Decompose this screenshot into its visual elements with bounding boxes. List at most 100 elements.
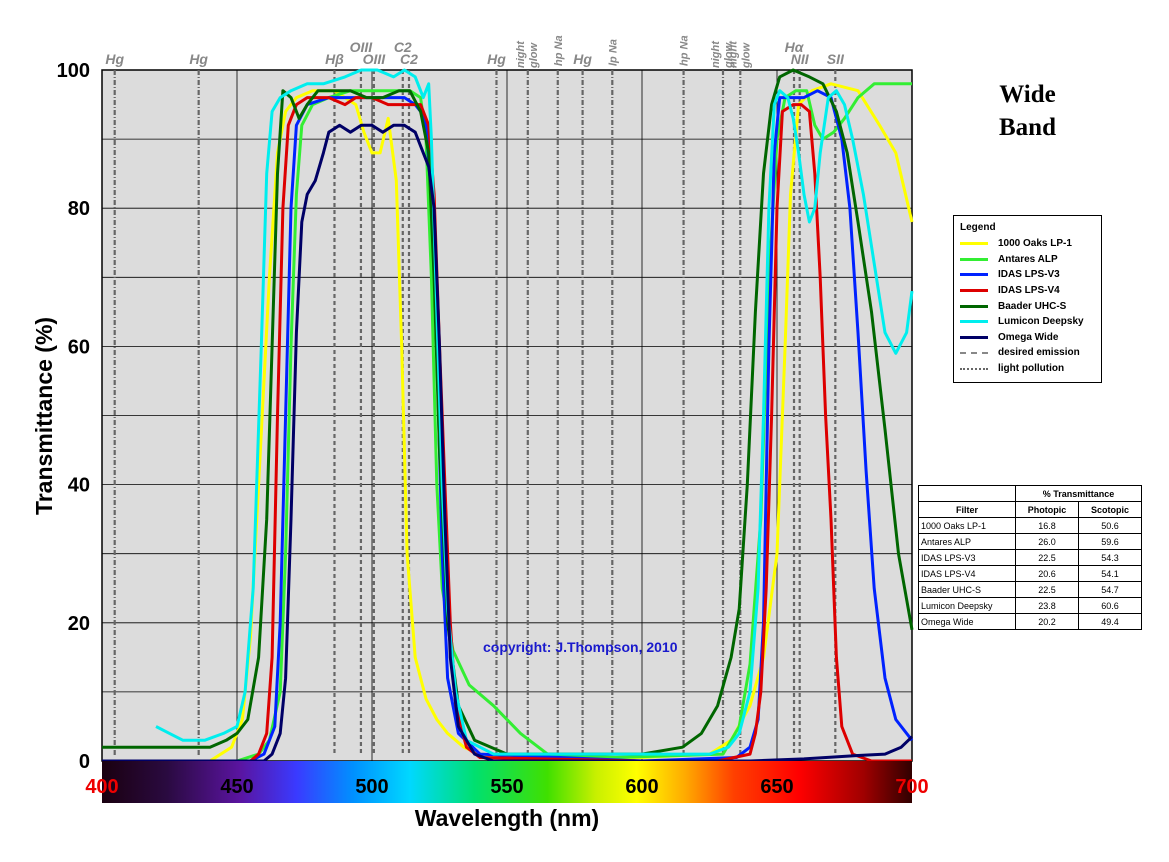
emission-label: lp Na bbox=[607, 39, 619, 66]
y-axis-label: Transmittance (%) bbox=[31, 317, 57, 515]
legend-swatch bbox=[960, 242, 988, 246]
emission-label: OIII bbox=[350, 39, 374, 55]
x-tick-label: 700 bbox=[895, 776, 928, 798]
y-tick-label: 100 bbox=[57, 60, 90, 82]
transmittance-table: % Transmittance Filter Photopic Scotopic… bbox=[918, 485, 1142, 630]
copyright-note: copyright: J.Thompson, 2010 bbox=[483, 639, 678, 655]
title-line-1: Wide bbox=[999, 81, 1056, 108]
legend-swatch-dashed bbox=[960, 351, 988, 354]
table-group-header: % Transmittance bbox=[1015, 485, 1142, 502]
table-cell-photopic: 20.2 bbox=[1015, 613, 1079, 630]
x-tick-label: 600 bbox=[625, 776, 658, 798]
series-line-antares-alp bbox=[102, 82, 912, 763]
table-row: IDAS LPS-V3 22.5 54.3 bbox=[918, 549, 1142, 566]
emission-label: Hg bbox=[487, 51, 506, 67]
legend-label: light pollution bbox=[998, 363, 1065, 375]
legend-swatch bbox=[960, 257, 988, 261]
table-cell-photopic: 20.6 bbox=[1015, 565, 1079, 582]
emission-label: NII bbox=[791, 51, 810, 67]
emission-label: Hα bbox=[785, 39, 805, 55]
table-cell-filter: IDAS LPS-V4 bbox=[918, 565, 1016, 582]
table-cell-scotopic: 54.3 bbox=[1078, 549, 1142, 566]
table-header-scotopic: Scotopic bbox=[1078, 501, 1142, 518]
table-cell-filter: Omega Wide bbox=[918, 613, 1016, 630]
legend-label: Lumicon Deepsky bbox=[998, 316, 1084, 328]
table-cell-filter: Lumicon Deepsky bbox=[918, 597, 1016, 614]
emission-label: Hg bbox=[573, 51, 592, 67]
legend-swatch bbox=[960, 304, 988, 308]
emission-label: hp Na bbox=[553, 35, 565, 66]
y-tick-labels: 0 20 40 60 80 100 bbox=[57, 60, 90, 773]
table-header-filter: Filter bbox=[918, 501, 1016, 518]
legend-item-desired-emission: desired emission bbox=[960, 345, 1101, 361]
table-cell-filter: IDAS LPS-V3 bbox=[918, 549, 1016, 566]
y-tick-label: 0 bbox=[79, 751, 90, 773]
legend-item: Lumicon Deepsky bbox=[960, 314, 1101, 330]
legend: Legend 1000 Oaks LP-1 Antares ALP IDAS LPS… bbox=[953, 215, 1102, 383]
legend-label: IDAS LPS-V3 bbox=[998, 269, 1060, 281]
table-cell-scotopic: 54.1 bbox=[1078, 565, 1142, 582]
emission-label: night bbox=[727, 40, 739, 68]
title-line-2: Band bbox=[999, 114, 1056, 141]
legend-label: Omega Wide bbox=[998, 331, 1059, 343]
emission-label: C2 bbox=[394, 39, 412, 55]
table-cell-photopic: 22.5 bbox=[1015, 549, 1079, 566]
emission-label: SII bbox=[827, 51, 845, 67]
legend-swatch bbox=[960, 289, 988, 293]
x-axis-label: Wavelength (nm) bbox=[415, 805, 599, 831]
legend-label: desired emission bbox=[998, 347, 1080, 359]
table-corner bbox=[918, 485, 1016, 502]
table-row: 1000 Oaks LP-1 16.8 50.6 bbox=[918, 517, 1142, 534]
legend-item: 1000 Oaks LP-1 bbox=[960, 236, 1101, 252]
legend-item: IDAS LPS-V4 bbox=[960, 283, 1101, 299]
legend-label: Antares ALP bbox=[998, 253, 1058, 265]
emission-label: glow bbox=[723, 42, 735, 69]
table-cell-photopic: 23.8 bbox=[1015, 597, 1079, 614]
emission-label: night bbox=[515, 40, 527, 68]
legend-swatch bbox=[960, 273, 988, 277]
table-cell-photopic: 22.5 bbox=[1015, 581, 1079, 598]
table-cell-filter: 1000 Oaks LP-1 bbox=[918, 517, 1016, 534]
emission-label: Hg bbox=[105, 51, 124, 67]
emission-label: glow bbox=[528, 42, 540, 69]
x-tick-label: 450 bbox=[220, 776, 253, 798]
emission-label: glow bbox=[740, 42, 752, 69]
x-tick-labels: 400 450 500 550 600 650 700 bbox=[85, 776, 928, 798]
table-row: Omega Wide 20.2 49.4 bbox=[918, 613, 1142, 630]
legend-item: Omega Wide bbox=[960, 330, 1101, 346]
legend-swatch-dashdot bbox=[960, 367, 988, 370]
legend-item: Antares ALP bbox=[960, 252, 1101, 268]
x-tick-label: 550 bbox=[490, 776, 523, 798]
table-cell-photopic: 26.0 bbox=[1015, 533, 1079, 550]
legend-label: 1000 Oaks LP-1 bbox=[998, 238, 1072, 250]
table-row: Antares ALP 26.0 59.6 bbox=[918, 533, 1142, 550]
series-lines bbox=[102, 68, 914, 763]
legend-item: Baader UHC-S bbox=[960, 298, 1101, 314]
emission-label: C2 bbox=[400, 51, 418, 67]
emission-label: Hg bbox=[189, 51, 208, 67]
table-cell-photopic: 16.8 bbox=[1015, 517, 1079, 534]
series-line-idas-lps-v4 bbox=[102, 96, 912, 763]
y-tick-label: 60 bbox=[68, 336, 90, 358]
emission-label: Hβ bbox=[325, 51, 344, 67]
emission-label: hp Na bbox=[679, 35, 691, 66]
legend-swatch bbox=[960, 320, 988, 324]
legend-label: IDAS LPS-V4 bbox=[998, 285, 1060, 297]
table-cell-scotopic: 49.4 bbox=[1078, 613, 1142, 630]
y-tick-label: 20 bbox=[68, 613, 90, 635]
table-cell-scotopic: 59.6 bbox=[1078, 533, 1142, 550]
legend-label: Baader UHC-S bbox=[998, 300, 1067, 312]
table-row: IDAS LPS-V4 20.6 54.1 bbox=[918, 565, 1142, 582]
table-cell-scotopic: 60.6 bbox=[1078, 597, 1142, 614]
table-cell-filter: Baader UHC-S bbox=[918, 581, 1016, 598]
spectrum-band bbox=[102, 761, 912, 803]
legend-item-light-pollution: light pollution bbox=[960, 361, 1101, 377]
legend-item: IDAS LPS-V3 bbox=[960, 267, 1101, 283]
emission-label: night bbox=[710, 40, 722, 68]
y-tick-label: 40 bbox=[68, 475, 90, 497]
chart-title: Wide Band bbox=[975, 78, 1080, 144]
x-tick-label: 400 bbox=[85, 776, 118, 798]
x-tick-label: 500 bbox=[355, 776, 388, 798]
